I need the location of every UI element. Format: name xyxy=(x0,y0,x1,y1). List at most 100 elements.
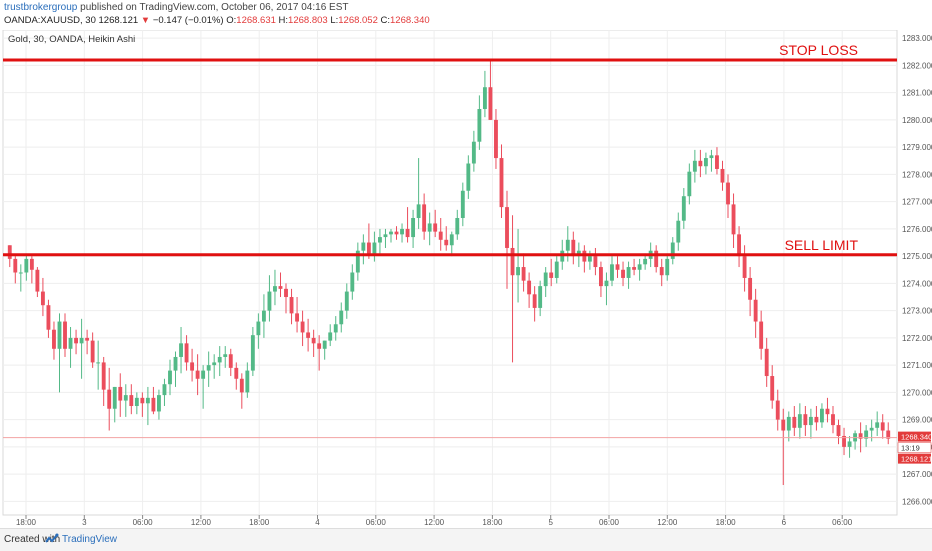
high-label: H: xyxy=(278,15,289,26)
candle-body xyxy=(726,182,730,205)
candle-body xyxy=(85,337,90,341)
candle-body xyxy=(383,234,388,238)
candle-body xyxy=(593,256,598,268)
tradingview-brand-link[interactable]: TradingView xyxy=(62,534,118,545)
candle-body xyxy=(400,228,404,235)
time-axis[interactable]: 18:00 3 06:00 12:00 18:00 4 06:00 12:00 18:00 5 06… xyxy=(16,515,853,527)
candle-body xyxy=(825,408,830,415)
candle-body xyxy=(168,370,172,385)
y-tick-label: 1276.000 xyxy=(902,225,932,234)
candle-body xyxy=(626,267,631,278)
candle-body xyxy=(637,264,642,270)
y-tick-label: 1269.000 xyxy=(902,416,932,425)
ohlc-line: OANDA:XAUUSD, 30 1268.121 ▼ −0.147 (−0.0… xyxy=(4,15,430,26)
candle-body xyxy=(394,231,399,235)
candle-body xyxy=(709,155,714,159)
candle-body xyxy=(753,299,758,322)
candle-body xyxy=(405,228,410,238)
candle-body xyxy=(505,207,509,248)
candle-body xyxy=(831,414,835,426)
candle-body xyxy=(389,231,393,235)
candlestick-chart[interactable]: STOP LOSS SELL LIMIT 1266.000 1267.000 1268… xyxy=(0,30,932,528)
y-tick-label: 1273.000 xyxy=(902,307,932,316)
candle-body xyxy=(471,141,476,164)
candle-body xyxy=(820,408,824,423)
candle-body xyxy=(184,343,189,363)
y-tick-label: 1283.000 xyxy=(902,34,932,43)
x-tick-label: 12:00 xyxy=(657,518,678,527)
candle-body xyxy=(261,310,266,322)
candle-body xyxy=(317,343,322,349)
candle-body xyxy=(742,256,747,278)
candle-body xyxy=(433,223,438,232)
candle-body xyxy=(715,155,719,169)
candle-body xyxy=(842,435,846,447)
candle-body xyxy=(466,163,471,191)
candle-body xyxy=(355,250,360,273)
candle-body xyxy=(422,204,427,232)
candle-body xyxy=(322,340,327,349)
candle-body xyxy=(698,160,703,167)
candle-body xyxy=(477,109,482,142)
candle-body xyxy=(68,337,73,349)
candle-body xyxy=(731,204,736,235)
price-axis[interactable]: 1266.0001267.0001268.0001269.0001270.000… xyxy=(897,34,932,506)
candle-body xyxy=(40,291,45,306)
candle-body xyxy=(703,158,708,167)
candle-body xyxy=(670,242,675,259)
price-tag xyxy=(898,431,931,442)
candle-body xyxy=(57,321,62,349)
candle-body xyxy=(494,119,498,159)
candle-body xyxy=(615,264,620,270)
candle-body xyxy=(256,321,261,336)
y-tick-label: 1279.000 xyxy=(902,143,932,152)
candle-body xyxy=(134,397,139,407)
y-tick-label: 1280.000 xyxy=(902,116,932,125)
candle-body xyxy=(654,250,659,268)
candle-body xyxy=(333,324,338,333)
candle-body xyxy=(875,422,880,428)
candle-body xyxy=(416,204,421,219)
candle-body xyxy=(549,272,554,278)
y-tick-label: 1277.000 xyxy=(902,198,932,207)
change-value: −0.147 (−0.01%) xyxy=(152,15,224,26)
x-tick-label: 18:00 xyxy=(482,518,503,527)
candle-body xyxy=(239,378,244,393)
candle-body xyxy=(372,242,377,254)
candle-body xyxy=(632,267,637,270)
candle-body xyxy=(289,297,294,314)
candle-body xyxy=(151,397,156,412)
candle-body xyxy=(217,356,222,363)
candle-body xyxy=(18,272,23,274)
price-tag xyxy=(898,453,931,464)
candles xyxy=(7,59,891,486)
x-tick-label: 4 xyxy=(315,518,320,527)
candle-body xyxy=(692,160,697,172)
candle-body xyxy=(267,291,272,311)
price-tag xyxy=(897,442,932,453)
candle-body xyxy=(366,242,371,254)
author-link[interactable]: trustbrokergroup xyxy=(4,2,78,13)
candle-body xyxy=(438,231,443,240)
candle-body xyxy=(206,365,211,371)
candle-body xyxy=(610,264,614,281)
candle-body xyxy=(554,261,559,278)
x-tick-label: 3 xyxy=(82,518,87,527)
candle-body xyxy=(29,258,34,270)
chart-title: Gold, 30, OANDA, Heikin Ashi xyxy=(8,34,135,45)
tradingview-logo-icon xyxy=(45,533,59,543)
candle-body xyxy=(201,370,206,379)
candle-body xyxy=(797,414,802,428)
candle-body xyxy=(599,267,603,287)
open-value: 1268.631 xyxy=(236,15,276,26)
candle-body xyxy=(460,190,465,219)
price-levels[interactable]: STOP LOSS SELL LIMIT xyxy=(3,42,897,439)
candle-body xyxy=(499,158,504,208)
candle-body xyxy=(565,239,570,251)
candle-body xyxy=(350,272,355,292)
candle-body xyxy=(510,247,515,276)
candle-body xyxy=(455,218,460,235)
symbol-label: OANDA:XAUUSD, 30 xyxy=(4,15,96,26)
candle-body xyxy=(775,400,780,420)
candle-body xyxy=(24,258,29,273)
